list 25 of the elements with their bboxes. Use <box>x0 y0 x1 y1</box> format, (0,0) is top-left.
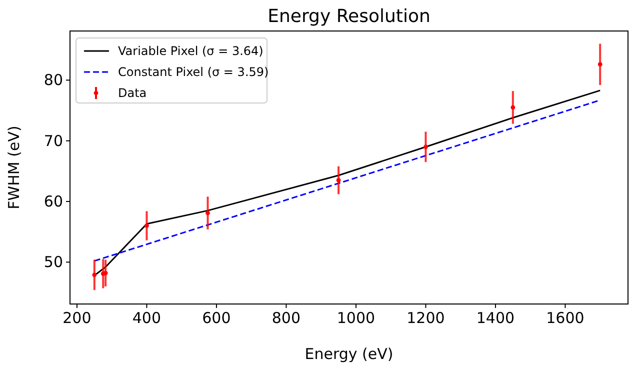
y-axis-title: FWHM (eV) <box>5 126 23 210</box>
point <box>598 62 602 67</box>
x-tick-label: 1600 <box>546 309 584 327</box>
point <box>424 144 428 150</box>
point <box>336 178 341 182</box>
x-tick-label: 400 <box>132 309 162 327</box>
point <box>510 105 516 110</box>
y-tick-label: 60 <box>44 192 63 210</box>
x-axis-title: Energy (eV) <box>304 345 394 363</box>
legend-label: Data <box>118 86 147 100</box>
x-tick-label: 1200 <box>406 309 445 327</box>
chart-title: Energy Resolution <box>268 6 430 27</box>
legend-label: Constant Pixel (σ = 3.59) <box>118 65 269 79</box>
x-tick-label: 600 <box>202 309 231 327</box>
point <box>206 210 210 216</box>
legend-label: Variable Pixel (σ = 3.64) <box>118 44 264 58</box>
x-tick-label: 200 <box>62 309 92 327</box>
y-tick-label: 50 <box>44 253 63 272</box>
point <box>144 224 149 228</box>
y-tick-label: 80 <box>44 71 63 90</box>
point <box>92 272 97 278</box>
y-tick-label: 70 <box>44 132 63 150</box>
x-tick-label: 1400 <box>476 309 515 327</box>
x-tick-label: 800 <box>272 309 301 327</box>
x-tick-label: 1000 <box>336 309 376 327</box>
